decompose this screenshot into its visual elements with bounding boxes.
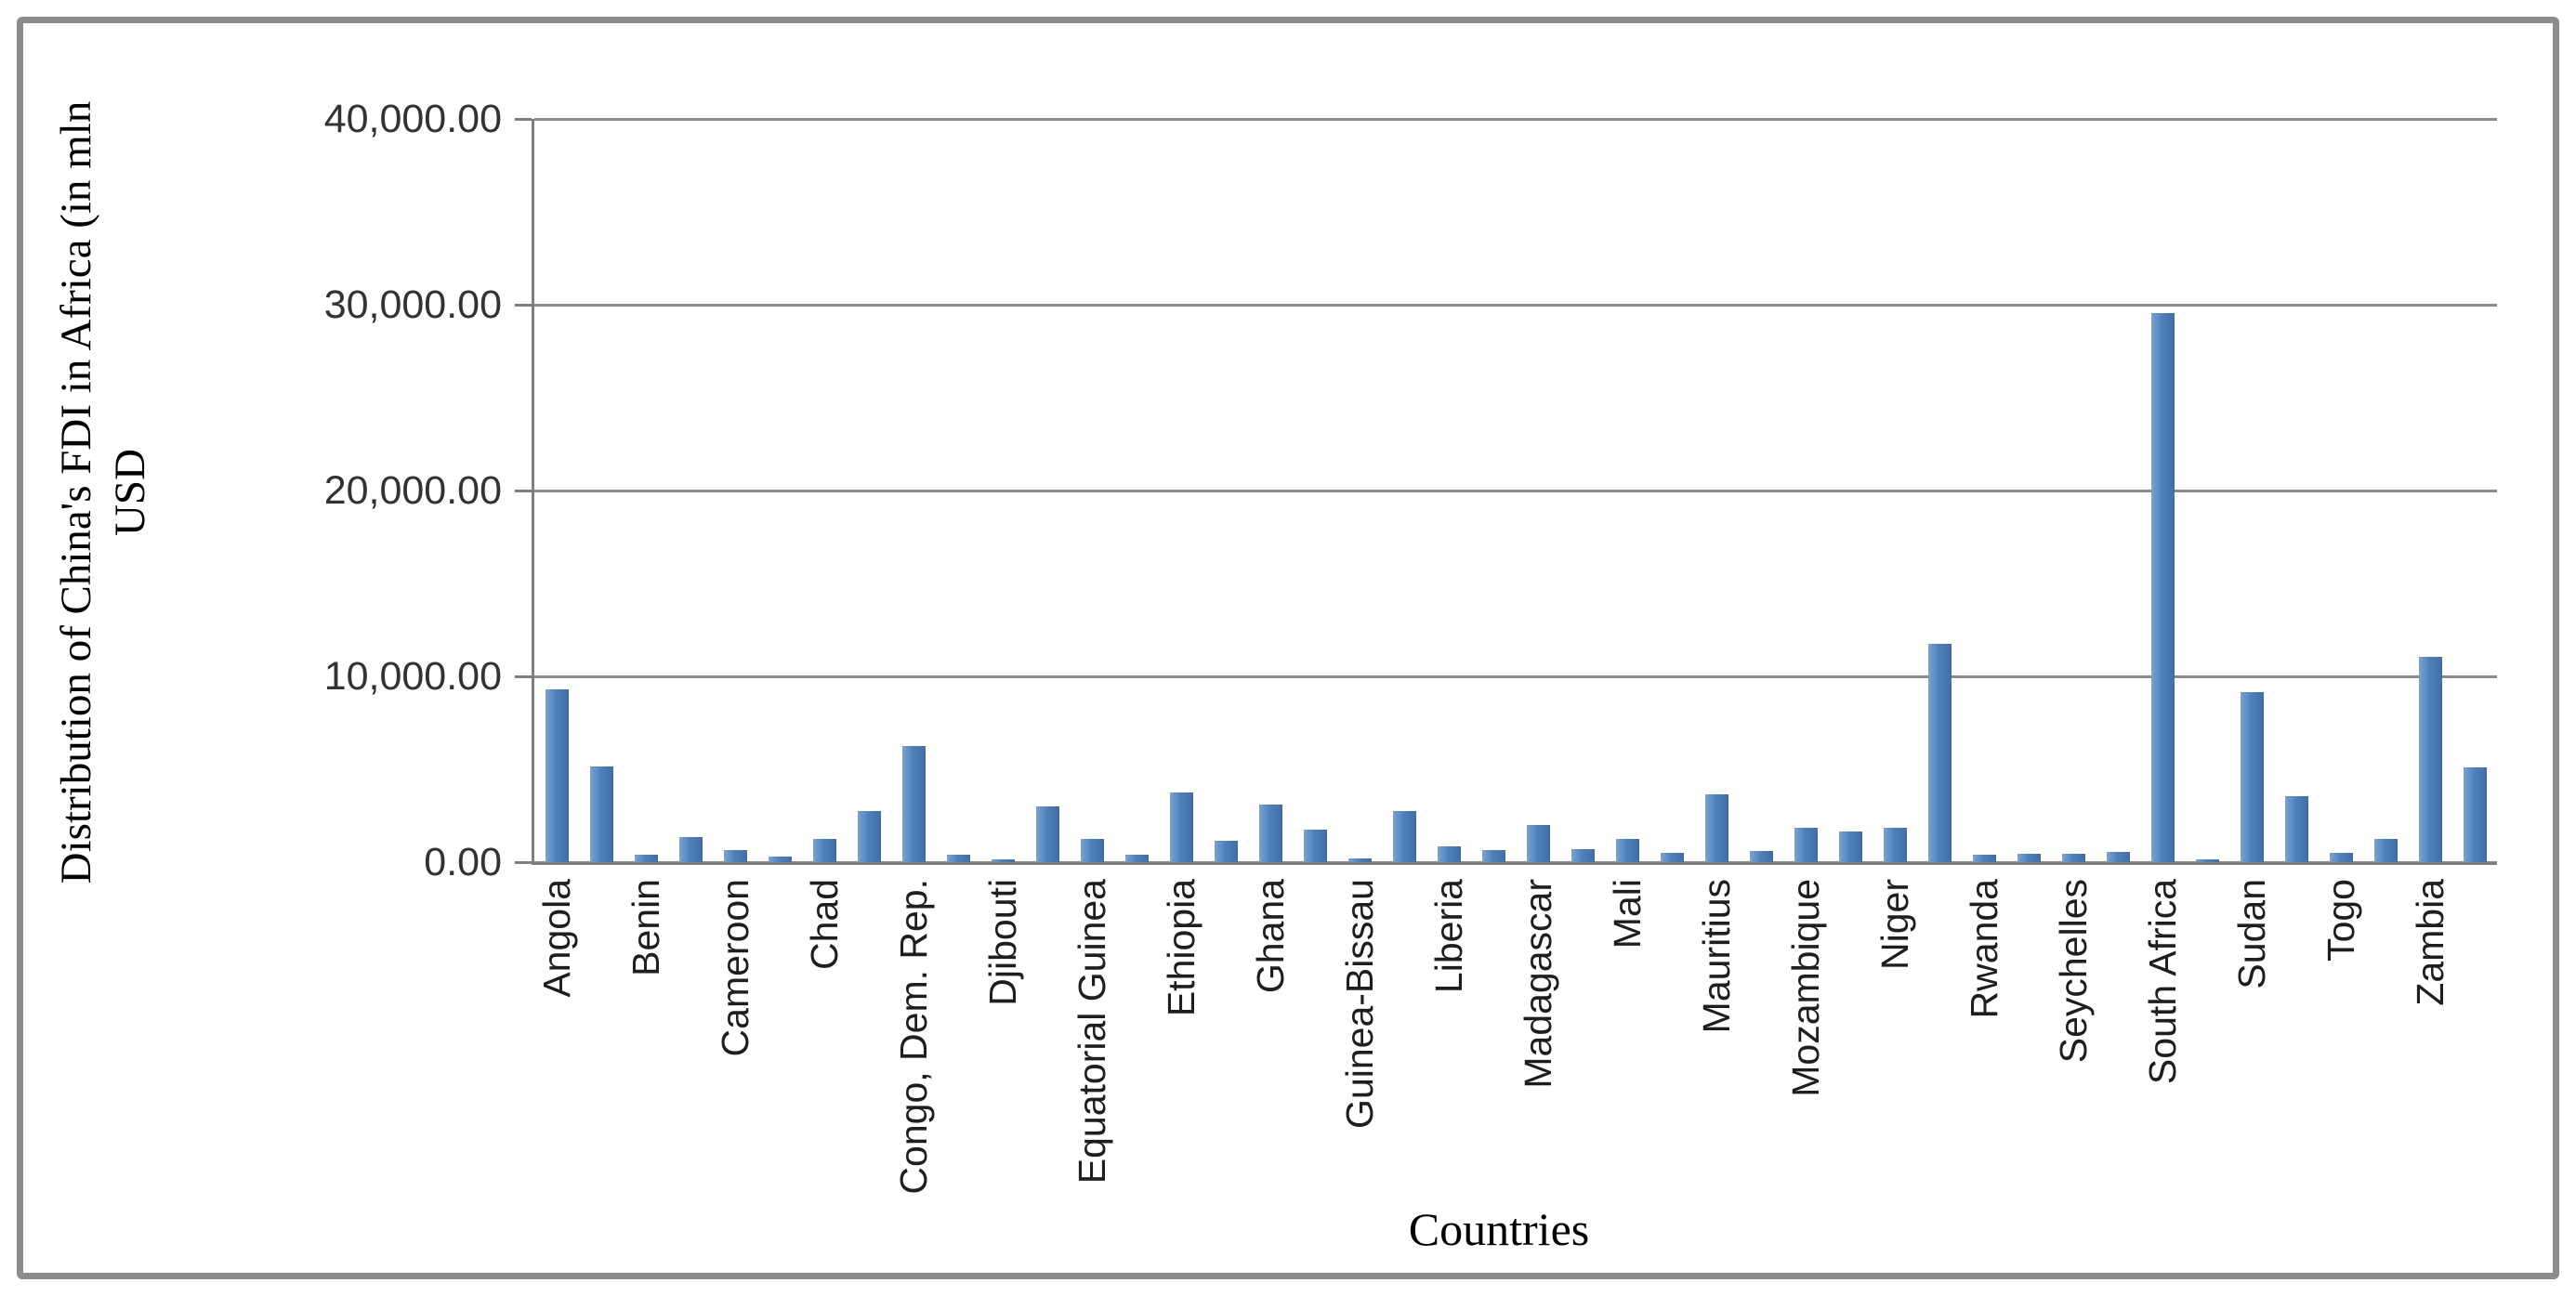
bar-unlabeled-26 <box>1661 853 1684 862</box>
bar-unlabeled-18 <box>1304 830 1327 862</box>
bar-unlabeled-20 <box>1393 811 1416 862</box>
y-axis-title: Distribution of China's FDI in Africa (i… <box>49 46 164 938</box>
y-tick-label-20000: 20,000.00 <box>323 468 502 513</box>
bar-benin <box>635 855 658 862</box>
y-axis-title-line1: Distribution of China's FDI in Africa (i… <box>52 100 100 884</box>
y-tick-mark-40000 <box>515 118 532 121</box>
bar-unlabeled-14 <box>1125 855 1149 862</box>
y-tick-mark-30000 <box>515 304 532 307</box>
x-tick-label-mozambique: Mozambique <box>1784 879 1827 1097</box>
x-tick-label-chad: Chad <box>803 879 846 971</box>
bar-unlabeled-8 <box>858 811 881 862</box>
x-tick-label-ghana: Ghana <box>1249 879 1292 994</box>
bar-congo-dem-rep <box>902 746 926 862</box>
gridline-10000 <box>534 675 2497 678</box>
bar-guinea-bissau <box>1348 858 1372 862</box>
bar-unlabeled-36 <box>2107 852 2130 862</box>
bar-unlabeled-4 <box>679 837 703 862</box>
bar-unlabeled-38 <box>2196 859 2219 862</box>
bar-chad <box>813 839 836 862</box>
bar-angola <box>545 689 569 862</box>
bar-unlabeled-42 <box>2374 839 2398 862</box>
bar-madagascar <box>1527 825 1550 862</box>
bar-ghana <box>1259 805 1282 862</box>
bar-unlabeled-22 <box>1482 850 1505 862</box>
bar-sudan <box>2241 692 2264 862</box>
bar-unlabeled-32 <box>1928 644 1952 862</box>
bar-unlabeled-30 <box>1839 831 1862 862</box>
x-tick-label-seychelles: Seychelles <box>2052 879 2095 1064</box>
bar-niger <box>1884 828 1907 862</box>
x-tick-label-congo-dem-rep: Congo, Dem. Rep. <box>892 879 935 1195</box>
x-tick-label-mali: Mali <box>1606 879 1649 949</box>
y-axis-title-line2: USD <box>106 448 154 537</box>
gridline-30000 <box>534 304 2497 307</box>
bar-unlabeled-12 <box>1036 806 1059 862</box>
bar-liberia <box>1438 846 1461 862</box>
bar-unlabeled-2 <box>590 766 613 862</box>
y-axis-line <box>532 119 534 865</box>
x-tick-label-angola: Angola <box>535 879 578 998</box>
gridline-40000 <box>534 118 2497 121</box>
x-tick-label-zambia: Zambia <box>2409 879 2451 1006</box>
x-tick-label-equatorial-guinea: Equatorial Guinea <box>1071 879 1113 1185</box>
bar-djibouti <box>992 859 1015 862</box>
y-tick-label-40000: 40,000.00 <box>323 97 502 141</box>
x-tick-label-liberia: Liberia <box>1427 879 1470 994</box>
bar-cameroon <box>724 850 747 862</box>
x-tick-label-togo: Togo <box>2320 879 2362 962</box>
bar-zambia <box>2419 657 2442 862</box>
y-tick-label-30000: 30,000.00 <box>323 282 502 327</box>
x-tick-label-mauritius: Mauritius <box>1695 879 1738 1034</box>
x-axis-line <box>532 862 2497 865</box>
y-tick-mark-20000 <box>515 490 532 492</box>
plot-area <box>515 118 2497 865</box>
bar-ethiopia <box>1170 792 1193 862</box>
bar-mauritius <box>1705 794 1728 862</box>
y-tick-label-0: 0.00 <box>424 840 502 884</box>
y-tick-label-10000: 10,000.00 <box>323 654 502 699</box>
bar-south-africa <box>2151 313 2175 862</box>
x-tick-label-madagascar: Madagascar <box>1517 879 1559 1089</box>
bar-mozambique <box>1794 828 1818 862</box>
x-tick-label-cameroon: Cameroon <box>714 879 756 1057</box>
bar-unlabeled-28 <box>1750 851 1773 862</box>
x-axis-title: Countries <box>1408 1203 1590 1255</box>
bar-seychelles <box>2062 854 2085 862</box>
bar-unlabeled-10 <box>947 855 970 862</box>
bar-equatorial-guinea <box>1081 839 1104 862</box>
x-tick-label-benin: Benin <box>624 879 667 976</box>
x-tick-label-niger: Niger <box>1873 879 1916 970</box>
bar-rwanda <box>1973 855 1996 862</box>
x-tick-label-ethiopia: Ethiopia <box>1160 879 1203 1017</box>
y-tick-mark-10000 <box>515 675 532 678</box>
chart-border-frame <box>17 17 2559 1279</box>
y-tick-mark-0 <box>515 861 532 864</box>
x-tick-label-south-africa: South Africa <box>2141 879 2184 1085</box>
bar-unlabeled-24 <box>1571 849 1595 862</box>
bar-unlabeled-34 <box>2017 854 2041 862</box>
x-tick-label-rwanda: Rwanda <box>1963 879 2005 1019</box>
bar-unlabeled-6 <box>769 857 792 862</box>
x-tick-label-sudan: Sudan <box>2230 879 2273 989</box>
bar-togo <box>2330 853 2353 862</box>
bar-unlabeled-44 <box>2464 767 2487 862</box>
x-tick-label-guinea-bissau: Guinea-Bissau <box>1338 879 1381 1129</box>
bar-unlabeled-16 <box>1215 841 1238 862</box>
bar-unlabeled-40 <box>2285 796 2308 862</box>
bar-mali <box>1616 839 1639 862</box>
gridline-20000 <box>534 490 2497 492</box>
x-tick-label-djibouti: Djibouti <box>981 879 1024 1006</box>
